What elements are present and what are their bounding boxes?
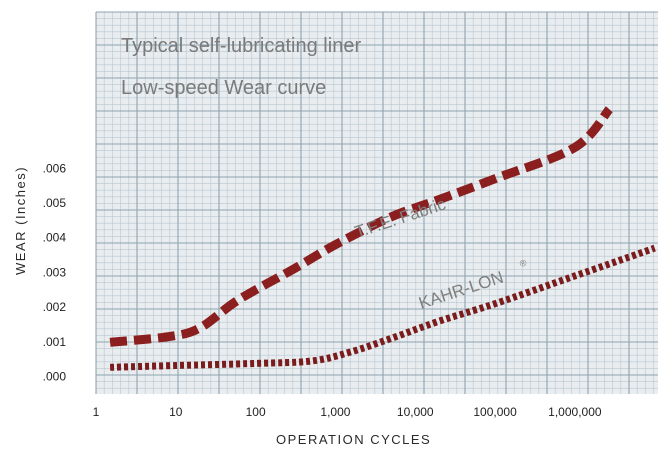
chart-title: Typical self-lubricating liner Low-speed… [121, 35, 361, 99]
series-line-kahr-lon [110, 244, 656, 371]
x-tick-label: 100,000 [473, 405, 517, 419]
x-tick-label: 1,000,000 [548, 405, 602, 419]
chart-title-line-2: Low-speed Wear curve [121, 77, 326, 99]
x-tick-label: 1 [93, 405, 100, 419]
major-gridlines [95, 11, 658, 394]
y-tick-label: .002 [43, 300, 67, 314]
y-axis-tick-labels: .000 .001 .002 .003 .004 .005 .006 [43, 161, 67, 383]
registered-mark: ® [518, 257, 528, 269]
y-tick-label: .000 [43, 370, 67, 384]
series-layer [109, 106, 656, 371]
y-tick-label: .006 [43, 161, 67, 175]
x-tick-label: 10 [169, 405, 183, 419]
y-tick-label: .004 [43, 231, 67, 245]
x-axis-tick-labels: 1 10 100 1,000 10,000 100,000 1,000,000 [93, 405, 602, 419]
x-tick-label: 100 [246, 405, 266, 419]
chart-title-line-1: Typical self-lubricating liner [121, 35, 361, 57]
y-axis-title: WEAR (Inches) [13, 166, 28, 275]
plot-area [96, 12, 658, 394]
y-tick-label: .001 [43, 335, 67, 349]
x-tick-label: 1,000 [320, 405, 350, 419]
y-tick-label: .005 [43, 196, 67, 210]
x-axis-title: OPERATION CYCLES [276, 432, 431, 447]
y-tick-label: .003 [43, 265, 67, 279]
series-line-t-f-e-fabric [109, 106, 613, 347]
x-tick-label: 10,000 [397, 405, 434, 419]
